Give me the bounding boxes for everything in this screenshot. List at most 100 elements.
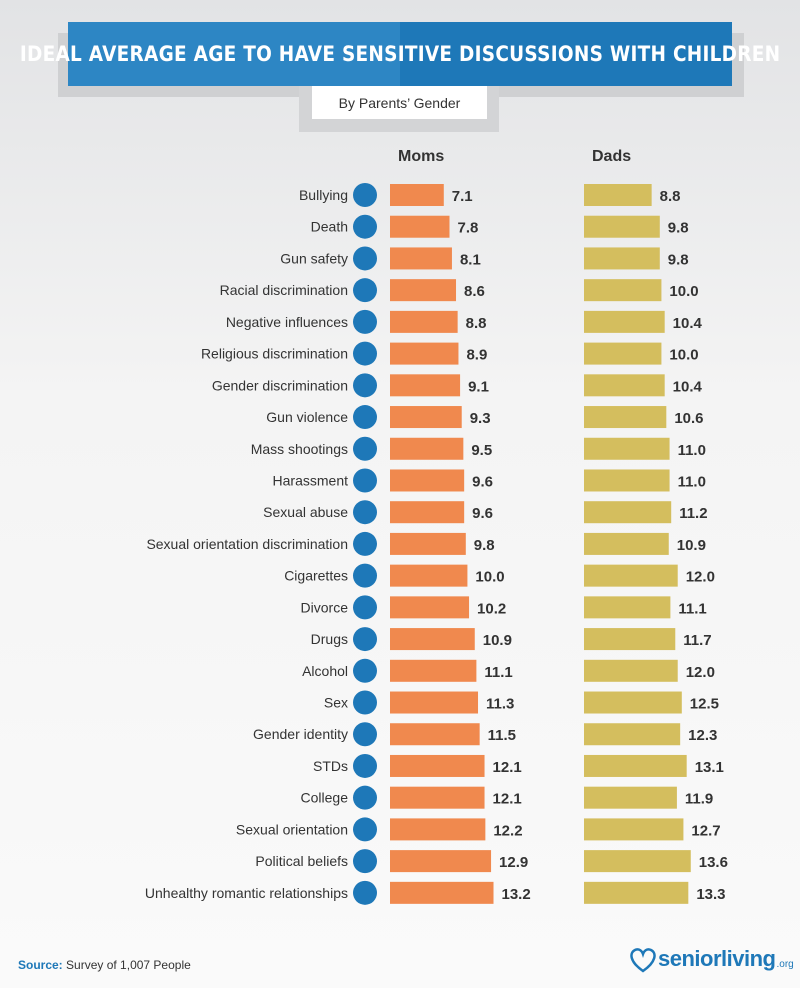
dads-value-label: 10.4 [673,315,703,332]
category-label: Sexual orientation discrimination [146,536,348,552]
moms-value-label: 7.8 [457,220,478,237]
moms-bar [390,279,457,302]
dads-value-label: 9.8 [668,251,689,268]
dads-bar [584,659,678,682]
moms-bar [390,628,475,651]
dads-bar [584,184,652,206]
source-text: Survey of 1,007 People [66,958,191,972]
beer-icon [353,658,377,683]
category-label: Drugs [311,631,348,647]
dads-value-label: 11.0 [678,473,706,490]
dads-bar [584,215,660,238]
dads-bar [584,564,678,587]
pill-icon [353,627,377,652]
moms-value-label: 12.1 [493,759,522,776]
moms-value-label: 8.8 [466,315,487,332]
dads-value-label: 13.3 [696,886,725,903]
moms-bar [390,437,464,460]
moms-bar [390,691,479,714]
cigarette-icon [353,563,377,588]
category-label: Alcohol [302,663,348,679]
gun-icon [353,246,377,271]
dads-value-label: 12.7 [691,822,720,839]
bar-chart: Bullying 7.1 8.8 Death 7.8 9.8 Gun safety 8.1 9.… [145,183,728,905]
chart-subtitle: By Parents’ Gender [338,94,461,111]
gender-symbol-icon [353,531,377,556]
moms-value-label: 11.1 [484,664,512,681]
dads-bar [584,310,665,333]
dads-bar [584,628,676,651]
moms-value-label: 12.2 [493,822,522,839]
title-banner: Ideal Average Age to Have Sensitive Disc… [20,22,780,86]
subtitle-box: By Parents’ Gender [312,86,487,119]
thumbs-down-icon [353,309,377,334]
chart-title: Ideal Average Age to Have Sensitive Disc… [19,42,781,66]
condom-icon [353,690,377,715]
moms-value-label: 10.9 [483,632,512,649]
dads-value-label: 12.5 [690,696,719,713]
category-label: Sex [324,695,348,711]
dads-bar [584,786,677,809]
seniorliving-logo: seniorliving .org [628,944,794,974]
category-label: Mass shootings [251,441,348,457]
moms-value-label: 9.6 [472,505,493,522]
moms-value-label: 8.9 [466,347,487,364]
tombstone-icon [353,214,377,239]
moms-value-label: 8.6 [464,283,485,300]
dads-bar [584,723,681,746]
female-symbol-icon [353,722,377,747]
moms-bar [390,659,477,682]
moms-bar [390,754,485,777]
category-label: Racial discrimination [220,282,348,298]
dads-bar [584,406,667,429]
category-label: Unhealthy romantic relationships [145,885,348,901]
dads-bar [584,818,684,841]
dads-value-label: 10.0 [669,283,698,300]
broken-heart-icon [353,595,377,620]
category-label: Sexual abuse [263,504,348,520]
moms-bar [390,374,461,397]
dads-value-label: 11.2 [679,505,707,522]
dads-value-label: 10.0 [669,347,698,364]
dads-value-label: 12.0 [686,569,715,586]
dads-value-label: 11.0 [678,442,706,459]
graduation-cap-icon [353,785,377,810]
moms-bar [390,469,465,492]
dads-value-label: 12.3 [688,727,717,744]
dads-value-label: 10.6 [674,410,703,427]
category-label: Gun safety [280,250,348,266]
moms-bar [390,723,480,746]
hand-icon [353,500,377,525]
dads-bar [584,374,665,397]
moms-bar [390,406,462,429]
moms-value-label: 9.3 [470,410,491,427]
dads-value-label: 11.1 [678,600,706,617]
category-label: Divorce [301,599,349,615]
dads-bar [584,469,670,492]
category-label: Harassment [273,472,349,488]
moms-bar [390,184,444,206]
moms-bar [390,881,494,904]
moms-bar [390,564,468,587]
category-label: College [301,790,349,806]
dads-value-label: 12.0 [686,664,715,681]
category-label: Cigarettes [284,568,348,584]
moms-value-label: 9.8 [474,537,495,554]
category-label: Bullying [299,187,348,203]
dads-value-label: 8.8 [660,188,681,205]
dads-value-label: 13.1 [695,759,724,776]
category-label: Gun violence [266,409,348,425]
moms-value-label: 10.2 [477,600,506,617]
category-label: Religious discrimination [201,346,348,362]
dads-value-label: 10.4 [673,378,703,395]
dads-bar [584,850,691,873]
logo-suffix: .org [776,958,794,970]
category-label: Gender identity [253,726,348,742]
gun-icon [353,405,377,430]
dads-value-label: 11.7 [683,632,711,649]
logo-text: seniorliving [658,946,776,971]
dads-value-label: 10.9 [677,537,706,554]
moms-bar [390,532,466,555]
head-icon [353,468,377,493]
gender-symbol-icon [353,817,377,842]
